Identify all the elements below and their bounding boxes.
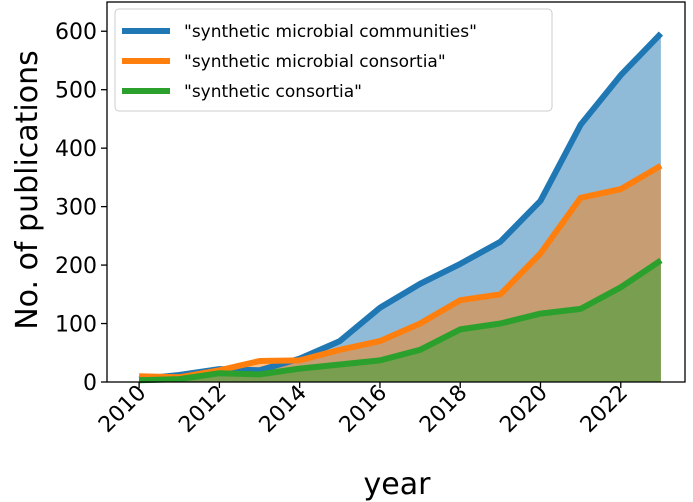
y-axis-ticks: 0 100 200 300 400 500 600 <box>55 20 107 396</box>
legend-box <box>114 8 553 112</box>
y-axis-label: No. of publications <box>10 50 45 330</box>
y-tick-label: 300 <box>55 196 97 221</box>
x-axis-ticks: 2010 2012 2014 2016 2018 2020 2022 <box>94 381 633 438</box>
y-tick-label: 0 <box>83 371 97 396</box>
area-fills <box>139 33 661 382</box>
legend-label: "synthetic microbial communities" <box>184 22 477 42</box>
legend: "synthetic microbial communities" "synthe… <box>114 8 553 112</box>
line-series-1 <box>139 163 663 381</box>
series-lines <box>138 31 664 384</box>
y-tick-label: 100 <box>55 313 97 338</box>
area-series-2 <box>139 260 661 382</box>
y-tick-label: 200 <box>55 254 97 279</box>
y-tick-label: 400 <box>55 137 97 162</box>
x-tick-label: 2014 <box>255 381 312 438</box>
plot-frame <box>106 1 686 383</box>
x-tick-label: 2020 <box>495 381 552 438</box>
x-axis-label: year <box>364 467 432 502</box>
x-tick-label: 2022 <box>576 381 633 438</box>
y-tick-label: 500 <box>55 79 97 104</box>
y-tick-label: 600 <box>55 20 97 45</box>
x-tick-label: 2010 <box>94 381 151 438</box>
line-series-2 <box>139 257 663 384</box>
x-tick-label: 2016 <box>335 381 392 438</box>
legend-label: "synthetic microbial consortia" <box>184 52 446 72</box>
x-tick-label: 2018 <box>415 381 472 438</box>
legend-label: "synthetic consortia" <box>184 82 362 102</box>
x-tick-label: 2012 <box>174 381 231 438</box>
